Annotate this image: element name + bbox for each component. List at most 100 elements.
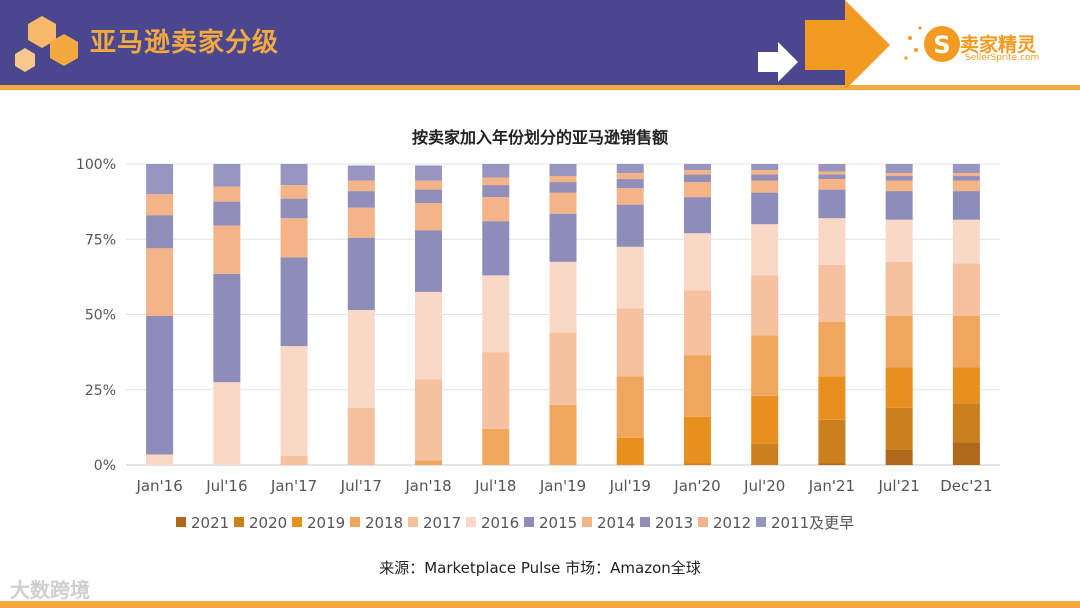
bar-segment <box>751 180 779 193</box>
bar-segment <box>952 219 980 264</box>
page-title: 亚马逊卖家分级 <box>90 28 280 58</box>
bar-segment <box>415 165 443 181</box>
bar-segment <box>818 376 846 420</box>
bar-segment <box>347 407 375 465</box>
bar-segment <box>885 367 913 408</box>
bar-segment <box>952 176 980 181</box>
bar-segment <box>280 218 308 258</box>
bar-segment <box>213 186 241 202</box>
bar-segment <box>952 403 980 443</box>
bar-segment <box>616 204 644 247</box>
bar-segment <box>213 225 241 274</box>
legend-label: 2014 <box>597 514 635 532</box>
x-tick-label: Jan'19 <box>539 477 586 495</box>
bar-segment <box>213 273 241 383</box>
bar-segment <box>482 428 510 465</box>
bar-segment <box>818 189 846 219</box>
source-note: 来源：Marketplace Pulse 市场：Amazon全球 <box>379 559 701 577</box>
bar-segment <box>616 173 644 180</box>
legend-label: 2020 <box>249 514 287 532</box>
bar-segment <box>683 174 711 183</box>
legend-label: 2013 <box>655 514 693 532</box>
bar-segment <box>751 275 779 336</box>
bar-segment <box>616 164 644 174</box>
bar-segment <box>952 173 980 177</box>
bar-segment <box>818 322 846 377</box>
bar-segment <box>482 352 510 429</box>
legend-swatch <box>350 517 360 527</box>
bar-segment <box>885 176 913 181</box>
bar-segment <box>683 170 711 175</box>
bar-segment <box>280 185 308 199</box>
bar-segment <box>885 173 913 177</box>
bar-segment <box>616 246 644 309</box>
bar-segment <box>818 179 846 190</box>
bar-segment <box>683 355 711 417</box>
brand-name: 卖家精灵 <box>960 34 1037 56</box>
bar-segment <box>347 237 375 310</box>
bar-segment <box>347 191 375 208</box>
bar-segment <box>482 275 510 353</box>
bar-segment <box>549 164 577 177</box>
bar-segment <box>818 174 846 180</box>
bar-segment <box>415 230 443 292</box>
y-tick-label: 75% <box>85 232 116 248</box>
bar-segment <box>616 188 644 205</box>
bar-segment <box>952 263 980 317</box>
bar-segment <box>347 180 375 192</box>
bar-segment <box>415 460 443 465</box>
bar-segment <box>885 180 913 192</box>
legend-label: 2016 <box>481 514 519 532</box>
bar-segment <box>482 221 510 276</box>
x-tick-label: Jan'17 <box>270 477 317 495</box>
bar-segment <box>280 164 308 186</box>
bar-segment <box>683 290 711 356</box>
legend-label: 2011及更早 <box>771 514 854 532</box>
bar-segment <box>415 203 443 231</box>
bar-segment <box>549 404 577 465</box>
legend-swatch <box>524 517 534 527</box>
x-tick-label: Jul'21 <box>877 477 919 495</box>
bar-segment <box>549 332 577 405</box>
bar-segment <box>818 164 846 172</box>
bar-segment <box>549 182 577 193</box>
stacked-bar-chart: 0% 25% 50% 75% 100% Jan'16 Jul'16 Jan'17 Jul'17 J… <box>76 157 1000 532</box>
bar-segment <box>683 416 711 464</box>
legend-label: 2019 <box>307 514 345 532</box>
bar-segment <box>146 454 174 465</box>
bar-segment <box>213 201 241 226</box>
bar-segment <box>146 164 174 195</box>
bar-segment <box>885 261 913 317</box>
x-tick-label: Jul'17 <box>340 477 382 495</box>
x-tick-label: Jul'19 <box>609 477 651 495</box>
bar-segment <box>280 455 308 465</box>
x-tick-label: Jan'16 <box>135 477 182 495</box>
legend-label: 2012 <box>713 514 751 532</box>
bar-segment <box>415 189 443 204</box>
bar-segment <box>885 219 913 262</box>
watermark: 大数跨境 <box>10 578 90 602</box>
bar-segment <box>482 197 510 222</box>
bar-segment <box>347 207 375 238</box>
bar-segment <box>549 261 577 333</box>
legend-label: 2015 <box>539 514 577 532</box>
bar-segment <box>952 191 980 220</box>
bar-segment <box>280 257 308 347</box>
arrow-right-icon <box>758 0 890 90</box>
bottom-bar <box>0 601 1080 608</box>
bar-segment <box>347 165 375 181</box>
y-tick-label: 100% <box>76 157 116 173</box>
y-tick-label: 25% <box>85 383 116 399</box>
x-tick-label: Jan'18 <box>404 477 451 495</box>
bar-segment <box>952 442 980 465</box>
bar-segment <box>683 164 711 171</box>
bar-segment <box>885 316 913 368</box>
bar-segment <box>952 180 980 192</box>
legend-label: 2021 <box>191 514 229 532</box>
header-bar <box>0 0 845 85</box>
legend-label: 2018 <box>365 514 403 532</box>
bar-segment <box>818 218 846 265</box>
legend-swatch <box>698 517 708 527</box>
bar-segment <box>683 463 711 465</box>
bar-segment <box>415 291 443 380</box>
